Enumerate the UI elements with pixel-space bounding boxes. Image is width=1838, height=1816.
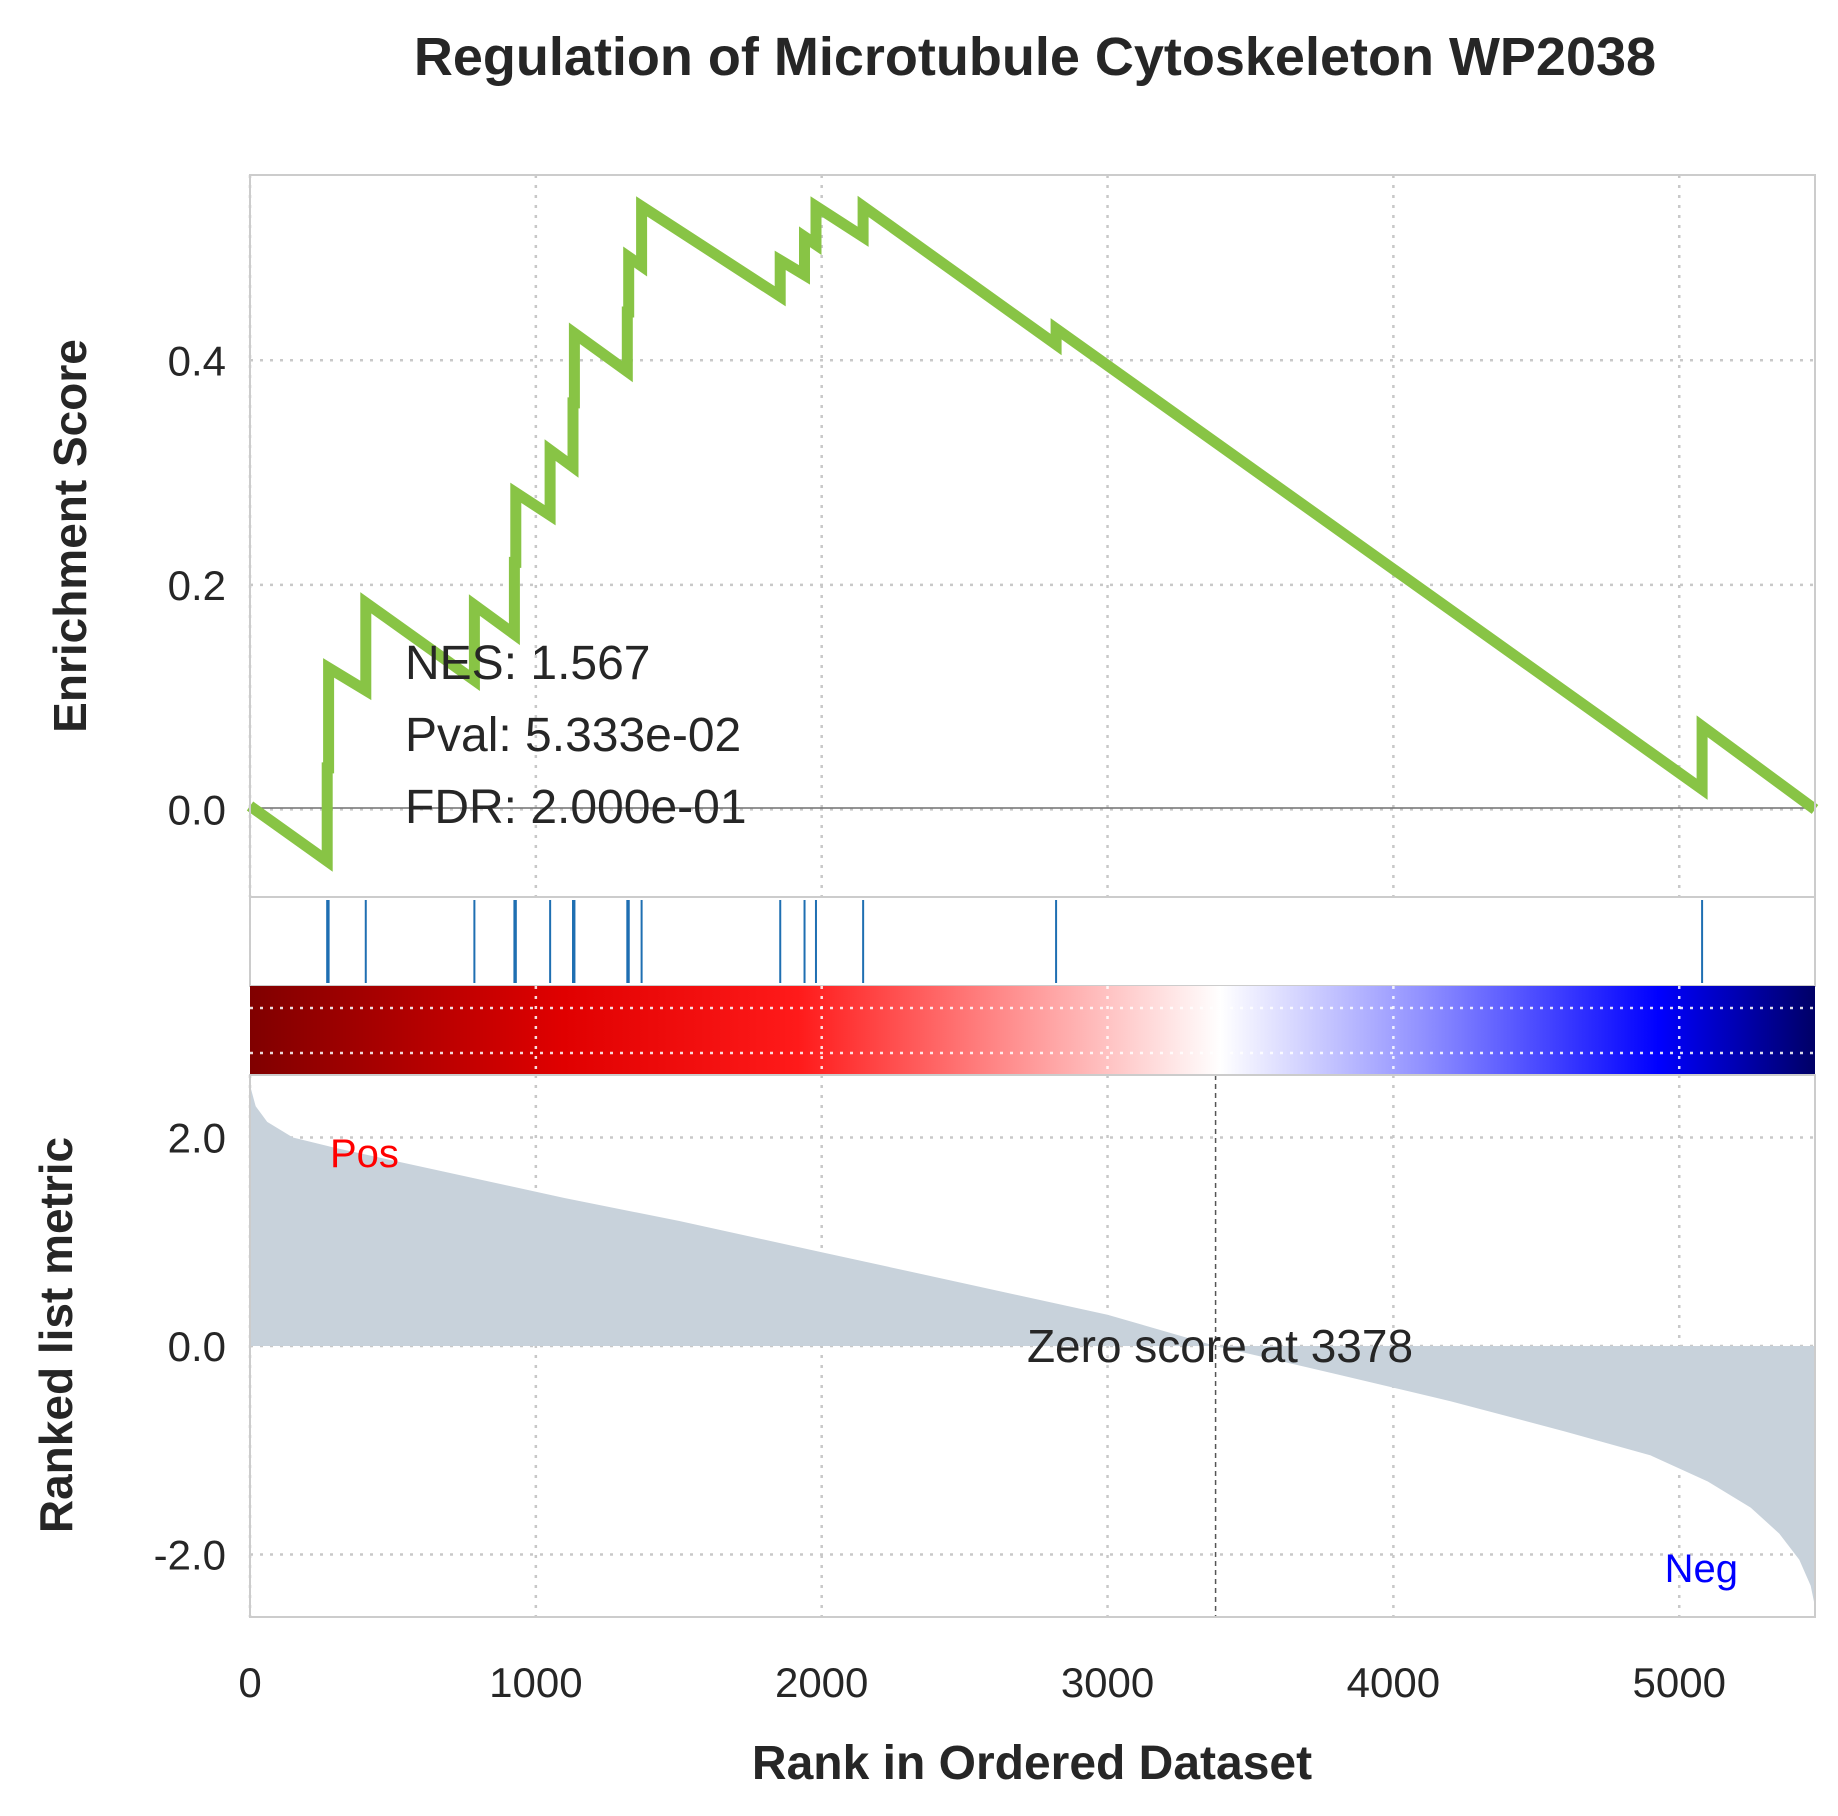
rank-heatmap (250, 986, 1815, 1075)
ranked-xtick-label-0: 0 (238, 1659, 261, 1706)
ranked-frame (249, 1074, 1816, 1618)
hits-frame (249, 896, 1816, 987)
es-yticks: 0.0 0.2 0.4 (168, 337, 226, 833)
ranked-panel: Zero score at 3378 Pos Neg 2.0 0.0 -2.0 0 1… (30, 1074, 1816, 1790)
ranked-xlabel: Rank in Ordered Dataset (752, 1737, 1312, 1790)
es-ylabel: Enrichment Score (44, 339, 96, 733)
enrichment-panel: NES: 1.567 Pval: 5.333e-02 FDR: 2.000e-0… (44, 174, 1819, 898)
ranked-ytick-label-2: -2.0 (154, 1531, 226, 1578)
chart-title: Regulation of Microtubule Cytoskeleton W… (414, 27, 1656, 87)
enrichment-score-line (246, 195, 1819, 872)
ranked-xtick-label-5: 5000 (1633, 1659, 1726, 1706)
ranked-ytick-label-1: 0.0 (168, 1323, 226, 1370)
zero-score-label: Zero score at 3378 (1027, 1320, 1413, 1372)
pos-label: Pos (330, 1132, 399, 1176)
ranked-xticks: 0 1000 2000 3000 4000 5000 (238, 1659, 1726, 1706)
es-ytick-label-1: 0.2 (168, 562, 226, 609)
es-grid (248, 175, 1815, 897)
hits-panel (249, 896, 1816, 987)
fdr-annotation: FDR: 2.000e-01 (405, 781, 747, 834)
ranked-yticks: 2.0 0.0 -2.0 (154, 1115, 226, 1579)
ranked-ylabel: Ranked list metric (30, 1137, 82, 1533)
ranked-metric-area (250, 1085, 1815, 1607)
ranked-ytick-label-0: 2.0 (168, 1115, 226, 1162)
ranked-xtick-label-1: 1000 (489, 1659, 582, 1706)
es-ytick-label-0: 0.0 (168, 786, 226, 833)
gene-hits (326, 900, 1704, 983)
heatmap-grid (250, 986, 1815, 1075)
nes-annotation: NES: 1.567 (405, 637, 650, 690)
neg-label: Neg (1665, 1547, 1738, 1591)
pval-annotation: Pval: 5.333e-02 (405, 709, 741, 762)
es-ytick-label-2: 0.4 (168, 337, 226, 384)
heatmap-panel (250, 986, 1815, 1075)
ranked-xtick-label-3: 3000 (1061, 1659, 1154, 1706)
ranked-xtick-label-4: 4000 (1347, 1659, 1440, 1706)
ranked-xtick-label-2: 2000 (775, 1659, 868, 1706)
